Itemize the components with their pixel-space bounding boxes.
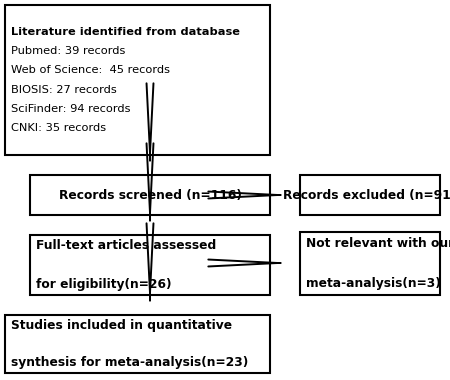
Text: CNKI: 35 records: CNKI: 35 records: [11, 123, 106, 133]
Text: Full-text articles assessed: Full-text articles assessed: [36, 239, 216, 252]
Text: Studies included in quantitative: Studies included in quantitative: [11, 319, 232, 332]
Bar: [300, 232, 440, 295]
Bar: [5, 315, 270, 373]
Bar: [5, 5, 270, 155]
Text: meta-analysis(n=3): meta-analysis(n=3): [306, 277, 441, 290]
Bar: [30, 175, 270, 215]
Text: for eligibility(n=26): for eligibility(n=26): [36, 278, 171, 291]
Text: Web of Science:  45 records: Web of Science: 45 records: [11, 65, 170, 75]
Bar: [30, 235, 270, 295]
Text: Records excluded (n=91): Records excluded (n=91): [284, 188, 450, 201]
Text: Literature identified from database: Literature identified from database: [11, 27, 240, 37]
Text: Records screened (n=116): Records screened (n=116): [58, 188, 242, 201]
Text: SciFinder: 94 records: SciFinder: 94 records: [11, 104, 130, 114]
Bar: [300, 175, 440, 215]
Text: BIOSIS: 27 records: BIOSIS: 27 records: [11, 85, 117, 95]
Text: synthesis for meta-analysis(n=23): synthesis for meta-analysis(n=23): [11, 356, 248, 369]
Text: Pubmed: 39 records: Pubmed: 39 records: [11, 46, 126, 56]
Text: Not relevant with our: Not relevant with our: [306, 237, 450, 250]
